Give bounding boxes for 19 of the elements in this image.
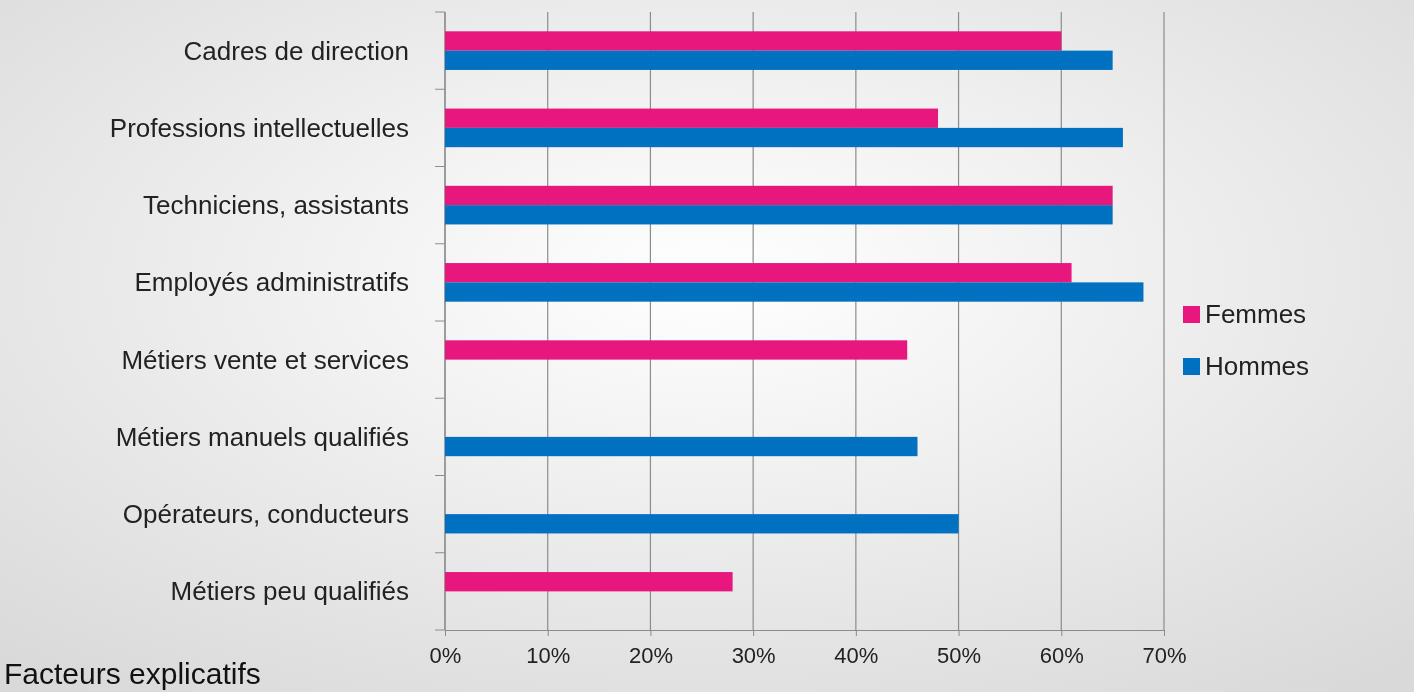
y-tick-label: Métiers manuels qualifiés — [115, 421, 409, 452]
y-tick-label: Cadres de direction — [183, 35, 409, 66]
x-tick-label: 50% — [937, 643, 982, 669]
x-tick-label: 40% — [834, 643, 879, 669]
x-tick-label: 60% — [1039, 643, 1084, 669]
y-tick-label: Métiers peu qualifiés — [170, 576, 409, 607]
y-tick-label: Employés administratifs — [134, 267, 409, 298]
y-tick-label: Techniciens, assistants — [143, 190, 409, 221]
x-tick-label: 20% — [628, 643, 673, 669]
y-tick-label: Opérateurs, conducteurs — [122, 499, 409, 530]
y-tick-label: Métiers vente et services — [121, 344, 409, 375]
text: Facteurs explicatifs — [4, 657, 261, 690]
x-tick-label: 10% — [526, 643, 571, 669]
x-tick-label: 70% — [1142, 643, 1187, 669]
x-tick-label: 30% — [731, 643, 776, 669]
x-tick-label: 0% — [429, 643, 462, 669]
legend-label: Hommes — [1205, 351, 1310, 381]
y-tick-label: Professions intellectuelles — [109, 112, 409, 143]
legend-label: Femmes — [1205, 299, 1307, 329]
